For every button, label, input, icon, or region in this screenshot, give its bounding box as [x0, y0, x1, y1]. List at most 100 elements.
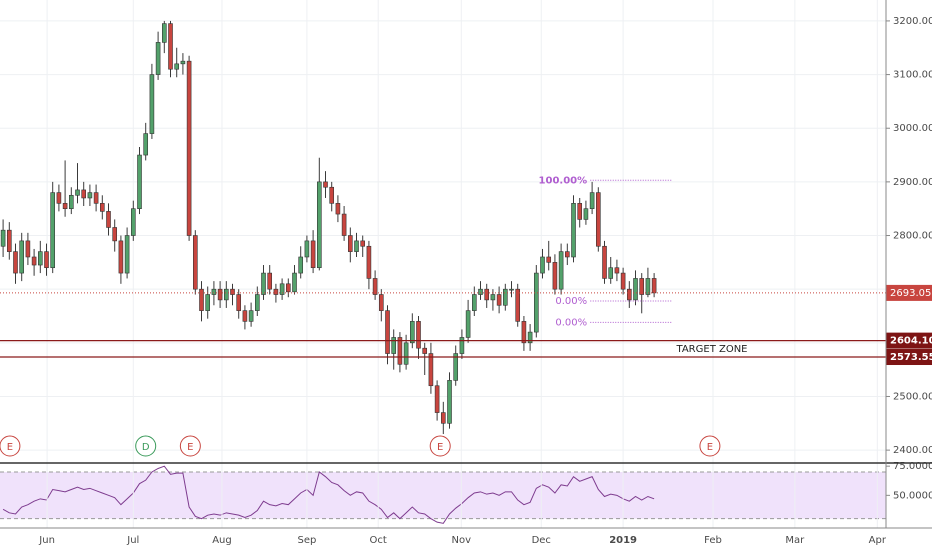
candle-body — [242, 310, 248, 322]
candle-body — [155, 42, 161, 75]
rsi-band — [0, 472, 886, 519]
candle-body — [255, 294, 260, 311]
candle-body — [496, 294, 502, 306]
candle-body — [31, 256, 37, 266]
event-marker — [429, 435, 451, 457]
fib-label: 100.00% — [539, 175, 588, 186]
candle-body — [410, 321, 415, 344]
candle-body — [93, 192, 99, 204]
candle-body — [465, 310, 471, 338]
x-tick-label: Apr — [869, 535, 887, 546]
candle-body — [267, 272, 273, 290]
candle-body — [397, 337, 403, 365]
event-marker — [135, 435, 157, 457]
candle-body — [372, 278, 378, 295]
candle-body — [639, 278, 645, 295]
y-tick-label: 3100.00 — [893, 70, 932, 81]
candle-body — [558, 251, 564, 290]
candle-body — [472, 294, 477, 311]
y-tick-label: 75.0000 — [893, 461, 932, 472]
candle-body — [503, 288, 508, 306]
x-tick-label: Sep — [297, 535, 316, 546]
event-label: E — [7, 442, 13, 453]
y-tick-label: 2500.00 — [893, 391, 932, 402]
candle-body — [490, 294, 496, 301]
x-tick-label: Nov — [452, 535, 472, 546]
candle-body — [422, 347, 428, 354]
candle-body — [645, 278, 651, 295]
event-marker — [179, 435, 201, 457]
event-label: D — [142, 442, 150, 453]
candle-body — [186, 60, 192, 236]
candle-body — [453, 353, 459, 381]
candle-body — [403, 342, 409, 365]
candle-body — [131, 208, 136, 236]
candle-body — [521, 321, 527, 344]
candle-body — [230, 288, 235, 295]
x-tick-label: Feb — [704, 535, 722, 546]
candle-body — [428, 353, 434, 387]
candle-body — [304, 240, 310, 258]
candle-body — [211, 288, 217, 295]
x-tick-label: Dec — [532, 535, 551, 546]
candle-body — [633, 278, 638, 301]
event-label: E — [187, 442, 193, 453]
candle-body — [81, 189, 87, 199]
candle-body — [0, 229, 6, 247]
candle-body — [62, 203, 68, 209]
candle-body — [273, 288, 279, 295]
candle-body — [348, 235, 353, 252]
candle-body — [589, 192, 595, 209]
candle-body — [391, 337, 397, 354]
candle-body — [354, 240, 359, 252]
x-tick-label: Oct — [370, 535, 387, 546]
y-tick-label: 3000.00 — [893, 123, 932, 134]
candle-body — [515, 288, 521, 322]
fib-label: 0.00% — [555, 296, 587, 307]
candle-body — [317, 181, 322, 269]
candle-body — [75, 189, 80, 196]
candle-body — [149, 74, 155, 134]
candle-body — [540, 256, 545, 274]
y-tick-label: 2900.00 — [893, 177, 932, 188]
candle-body — [484, 288, 490, 301]
x-tick-label: Jul — [126, 535, 139, 546]
candle-body — [583, 208, 589, 220]
price-tag — [886, 284, 932, 301]
level-tag-label: 2604.10 — [890, 336, 932, 347]
candle-body — [651, 278, 657, 294]
candle-body — [323, 181, 328, 188]
candle-body — [459, 337, 465, 354]
candle-body — [298, 256, 304, 274]
candle-body — [137, 154, 142, 209]
candle-body — [199, 288, 204, 311]
candle-body — [602, 245, 607, 279]
y-tick-label: 50.0000 — [893, 490, 932, 501]
x-tick-label: Aug — [212, 535, 232, 546]
candle-body — [44, 251, 49, 269]
x-tick-label: 2019 — [609, 535, 637, 546]
candle-body — [546, 256, 552, 263]
candle-body — [577, 203, 583, 220]
candle-body — [143, 133, 149, 156]
candle-body — [286, 283, 291, 293]
candle-body — [571, 203, 576, 258]
candle-body — [25, 240, 31, 258]
candle-body — [87, 192, 93, 199]
candle-body — [106, 211, 111, 228]
candle-body — [565, 251, 570, 258]
candle-body — [434, 385, 440, 413]
candle-body — [596, 192, 601, 247]
candle-body — [534, 272, 539, 333]
candle-body — [100, 203, 105, 212]
candle-body — [416, 321, 421, 349]
candle-body — [366, 245, 372, 279]
candle-body — [341, 213, 347, 236]
candle-body — [527, 331, 533, 344]
fib-label: 0.00% — [555, 317, 587, 328]
candle-body — [379, 294, 384, 311]
candle-body — [279, 283, 285, 295]
candle-body — [19, 240, 25, 274]
x-tick-label: Mar — [785, 535, 805, 546]
